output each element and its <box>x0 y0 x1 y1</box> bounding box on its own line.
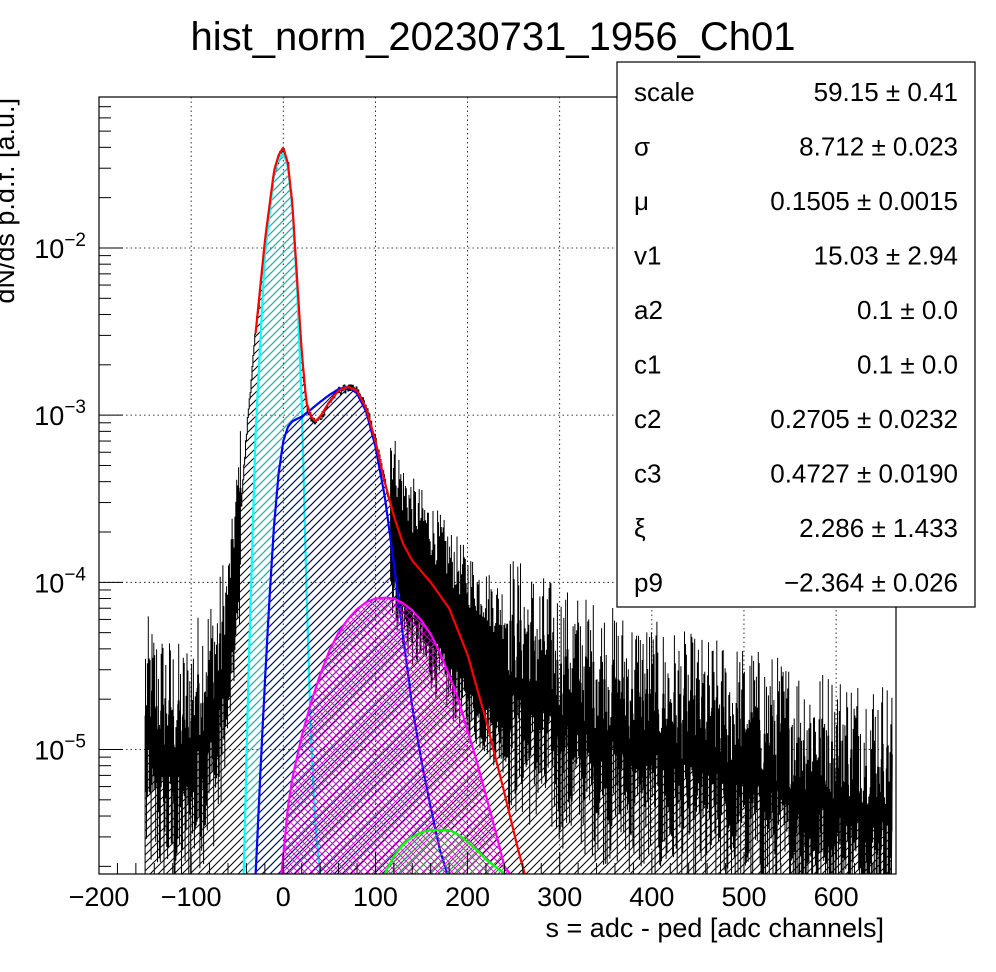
stat-value: 15.03 ± 2.94 <box>814 241 958 271</box>
stat-value: 0.4727 ± 0.0190 <box>770 459 958 489</box>
total-fit-curve <box>254 146 526 874</box>
stat-name: a2 <box>634 295 663 325</box>
x-tick-label: 300 <box>537 882 582 912</box>
y-tick-label: 10−4 <box>34 564 86 598</box>
third-peak-component-fill <box>384 830 505 874</box>
stat-name: σ <box>634 132 650 162</box>
y-tick-label: 10−5 <box>34 732 86 766</box>
stat-name: c3 <box>634 459 661 489</box>
y-tick-label: 10−3 <box>34 397 86 431</box>
y-tick-label: 10−2 <box>34 230 86 264</box>
stat-value: 0.1 ± 0.0 <box>857 350 958 380</box>
x-tick-label: 200 <box>445 882 490 912</box>
stat-name: p9 <box>634 568 663 598</box>
stat-name: v1 <box>634 241 661 271</box>
y-axis: 10−2 10−3 10−4 10−5 <box>34 96 123 867</box>
stats-box-frame <box>616 61 976 608</box>
x-axis-title: s = adc - ped [adc channels] <box>546 913 884 943</box>
x-axis: −200 −100 0 100 200 300 400 500 600 <box>69 852 892 912</box>
chart-title: hist_norm_20230731_1956_Ch01 <box>191 15 796 59</box>
x-tick-label: 100 <box>353 882 398 912</box>
stat-value: 8.712 ± 0.023 <box>799 132 958 162</box>
second-peak-component-fill <box>281 597 510 874</box>
stat-name: c2 <box>634 404 661 434</box>
x-tick-label: 0 <box>276 882 291 912</box>
stat-name: scale <box>634 77 695 107</box>
x-tick-label: −100 <box>161 882 222 912</box>
stat-name: c1 <box>634 350 661 380</box>
stat-name: ξ <box>634 513 646 543</box>
stat-value: 0.1 ± 0.0 <box>857 295 958 325</box>
stats-box: scale 59.15 ± 0.41 σ 8.712 ± 0.023 μ 0.1505 ±… <box>616 61 976 608</box>
y-axis-title: dN/ds p.d.f. [a.u.] <box>0 98 20 304</box>
x-tick-label: 400 <box>629 882 674 912</box>
stat-value: −2.364 ± 0.026 <box>784 568 958 598</box>
stat-value: 59.15 ± 0.41 <box>814 77 958 107</box>
stat-value: 2.286 ± 1.433 <box>799 513 958 543</box>
x-tick-label: −200 <box>69 882 130 912</box>
second-peak-component <box>280 596 511 874</box>
stat-value: 0.2705 ± 0.0232 <box>770 404 958 434</box>
x-tick-label: 600 <box>814 882 859 912</box>
plot-area <box>144 146 893 874</box>
x-tick-label: 500 <box>721 882 766 912</box>
third-peak-component <box>383 828 506 874</box>
stat-value: 0.1505 ± 0.0015 <box>770 186 958 216</box>
stat-name: μ <box>634 186 649 216</box>
